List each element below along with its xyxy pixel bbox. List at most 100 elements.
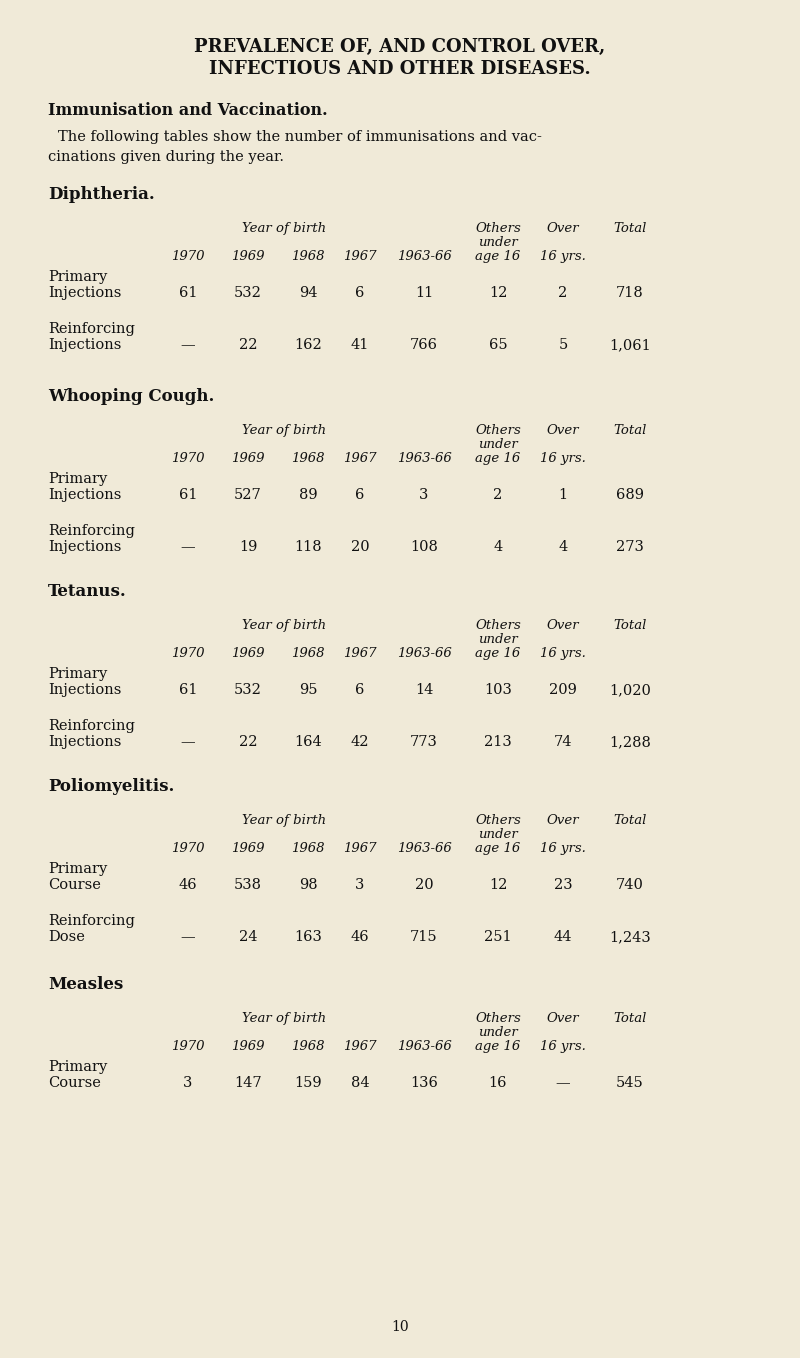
Text: Over: Over: [546, 424, 579, 437]
Text: 1970: 1970: [171, 250, 205, 263]
Text: 12: 12: [489, 879, 507, 892]
Text: 6: 6: [355, 683, 365, 697]
Text: 42: 42: [350, 735, 370, 750]
Text: Total: Total: [614, 424, 646, 437]
Text: Over: Over: [546, 619, 579, 631]
Text: Course: Course: [48, 879, 101, 892]
Text: 1: 1: [558, 488, 567, 502]
Text: 4: 4: [494, 540, 502, 554]
Text: 1969: 1969: [231, 1040, 265, 1052]
Text: Year of birth: Year of birth: [242, 221, 326, 235]
Text: 16 yrs.: 16 yrs.: [540, 842, 586, 856]
Text: 532: 532: [234, 683, 262, 697]
Text: 1969: 1969: [231, 250, 265, 263]
Text: Injections: Injections: [48, 488, 122, 502]
Text: 1968: 1968: [291, 842, 325, 856]
Text: 1967: 1967: [343, 646, 377, 660]
Text: 532: 532: [234, 287, 262, 300]
Text: Injections: Injections: [48, 540, 122, 554]
Text: age 16: age 16: [475, 452, 521, 464]
Text: 718: 718: [616, 287, 644, 300]
Text: 6: 6: [355, 488, 365, 502]
Text: 16 yrs.: 16 yrs.: [540, 1040, 586, 1052]
Text: age 16: age 16: [475, 842, 521, 856]
Text: 164: 164: [294, 735, 322, 750]
Text: Primary: Primary: [48, 270, 107, 284]
Text: 2: 2: [558, 287, 568, 300]
Text: 61: 61: [178, 488, 198, 502]
Text: age 16: age 16: [475, 646, 521, 660]
Text: 1963-66: 1963-66: [397, 1040, 451, 1052]
Text: Others: Others: [475, 424, 521, 437]
Text: Reinforcing: Reinforcing: [48, 914, 135, 928]
Text: 23: 23: [554, 879, 572, 892]
Text: 94: 94: [298, 287, 318, 300]
Text: 20: 20: [414, 879, 434, 892]
Text: Over: Over: [546, 813, 579, 827]
Text: 766: 766: [410, 338, 438, 352]
Text: Total: Total: [614, 813, 646, 827]
Text: Primary: Primary: [48, 862, 107, 876]
Text: Poliomyelitis.: Poliomyelitis.: [48, 778, 174, 794]
Text: Whooping Cough.: Whooping Cough.: [48, 388, 214, 405]
Text: 162: 162: [294, 338, 322, 352]
Text: Total: Total: [614, 1012, 646, 1025]
Text: 1963-66: 1963-66: [397, 250, 451, 263]
Text: 3: 3: [419, 488, 429, 502]
Text: Year of birth: Year of birth: [242, 813, 326, 827]
Text: 715: 715: [410, 930, 438, 944]
Text: 16 yrs.: 16 yrs.: [540, 452, 586, 464]
Text: 84: 84: [350, 1076, 370, 1090]
Text: 1,061: 1,061: [609, 338, 651, 352]
Text: Dose: Dose: [48, 930, 85, 944]
Text: age 16: age 16: [475, 1040, 521, 1052]
Text: 22: 22: [238, 338, 258, 352]
Text: Tetanus.: Tetanus.: [48, 583, 126, 600]
Text: 12: 12: [489, 287, 507, 300]
Text: 19: 19: [239, 540, 257, 554]
Text: 163: 163: [294, 930, 322, 944]
Text: 16 yrs.: 16 yrs.: [540, 250, 586, 263]
Text: 251: 251: [484, 930, 512, 944]
Text: 1963-66: 1963-66: [397, 842, 451, 856]
Text: 1970: 1970: [171, 1040, 205, 1052]
Text: 11: 11: [415, 287, 433, 300]
Text: PREVALENCE OF, AND CONTROL OVER,: PREVALENCE OF, AND CONTROL OVER,: [194, 38, 606, 56]
Text: —: —: [181, 540, 195, 554]
Text: under: under: [478, 1027, 518, 1039]
Text: 147: 147: [234, 1076, 262, 1090]
Text: 159: 159: [294, 1076, 322, 1090]
Text: Year of birth: Year of birth: [242, 619, 326, 631]
Text: Immunisation and Vaccination.: Immunisation and Vaccination.: [48, 102, 328, 120]
Text: 1969: 1969: [231, 842, 265, 856]
Text: Others: Others: [475, 221, 521, 235]
Text: The following tables show the number of immunisations and vac-: The following tables show the number of …: [58, 130, 542, 144]
Text: Year of birth: Year of birth: [242, 424, 326, 437]
Text: 1967: 1967: [343, 842, 377, 856]
Text: 1,288: 1,288: [609, 735, 651, 750]
Text: 1968: 1968: [291, 250, 325, 263]
Text: Reinforcing: Reinforcing: [48, 524, 135, 538]
Text: Primary: Primary: [48, 1061, 107, 1074]
Text: 89: 89: [298, 488, 318, 502]
Text: —: —: [181, 338, 195, 352]
Text: 1968: 1968: [291, 452, 325, 464]
Text: 24: 24: [238, 930, 258, 944]
Text: 1968: 1968: [291, 646, 325, 660]
Text: 98: 98: [298, 879, 318, 892]
Text: 3: 3: [355, 879, 365, 892]
Text: 74: 74: [554, 735, 572, 750]
Text: 1970: 1970: [171, 452, 205, 464]
Text: Reinforcing: Reinforcing: [48, 718, 135, 733]
Text: 1963-66: 1963-66: [397, 646, 451, 660]
Text: 46: 46: [350, 930, 370, 944]
Text: under: under: [478, 439, 518, 451]
Text: Over: Over: [546, 1012, 579, 1025]
Text: 740: 740: [616, 879, 644, 892]
Text: 14: 14: [415, 683, 433, 697]
Text: —: —: [181, 930, 195, 944]
Text: —: —: [181, 735, 195, 750]
Text: Reinforcing: Reinforcing: [48, 322, 135, 335]
Text: 1969: 1969: [231, 646, 265, 660]
Text: under: under: [478, 236, 518, 249]
